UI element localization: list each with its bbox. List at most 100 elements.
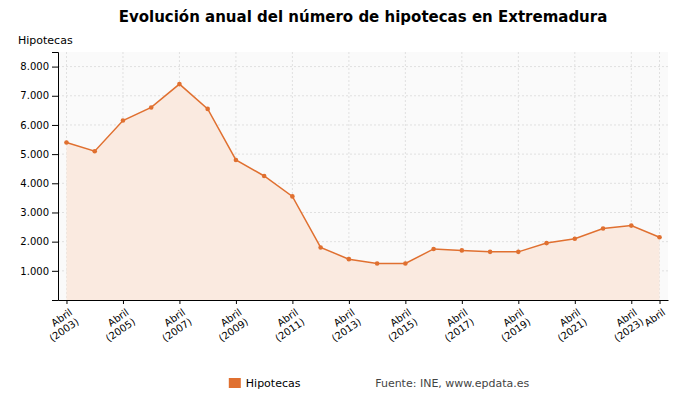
marker xyxy=(318,245,323,250)
x-tick-label: Abril(2013) xyxy=(323,306,363,344)
y-tick-label: 6.000 xyxy=(20,120,49,131)
x-tick: Abril(2003) xyxy=(41,300,81,344)
x-tick-label: Abril(2017) xyxy=(436,306,476,344)
x-tick-mark xyxy=(292,300,293,304)
plot: 1.000 2.000 3.000 4.000 5.000 6.000 7.000 8.000… xyxy=(20,52,668,344)
x-tick-mark xyxy=(660,300,661,304)
x-tick: Abril(2015) xyxy=(380,300,420,344)
y-tick-label: 7.000 xyxy=(20,90,49,101)
x-tick-mark xyxy=(631,300,632,304)
x-tick-mark xyxy=(349,300,350,304)
x-tick-label: Abril(2011) xyxy=(267,306,307,344)
y-tick-mark xyxy=(52,154,58,155)
marker xyxy=(92,149,97,154)
y-tick-mark xyxy=(52,242,58,243)
marker xyxy=(403,261,408,266)
marker xyxy=(262,174,267,179)
y-tick: 6.000 xyxy=(20,120,58,131)
y-tick: 8.000 xyxy=(20,61,58,72)
y-tick: 2.000 xyxy=(20,236,58,247)
marker xyxy=(64,140,69,145)
marker xyxy=(657,235,662,240)
legend: Hipotecas xyxy=(229,377,301,390)
x-tick-mark xyxy=(462,300,463,304)
x-tick-label: Abril(2007) xyxy=(154,306,194,344)
y-tick: 5.000 xyxy=(20,149,58,160)
x-tick: Abril(2019) xyxy=(492,300,532,344)
x-tick-label: Abril(2005) xyxy=(97,306,137,344)
x-tick: Abril(2011) xyxy=(267,300,307,344)
x-tick-mark xyxy=(66,300,67,304)
legend-swatch xyxy=(229,378,241,388)
y-tick-mark xyxy=(52,67,58,68)
title: Evolución anual del número de hipotecas … xyxy=(119,8,608,26)
marker xyxy=(121,118,126,123)
x-tick-label: Abril(2009) xyxy=(210,306,250,344)
marker xyxy=(516,250,521,255)
marks xyxy=(64,82,662,300)
annotation: Fuente: INE, www.epdata.es xyxy=(375,377,529,390)
marker xyxy=(460,248,465,253)
x-tick-mark xyxy=(405,300,406,304)
x-tick-label: Abril(2019) xyxy=(492,306,532,344)
x-tick: Abril(2021) xyxy=(549,300,589,344)
marker xyxy=(573,236,578,241)
area xyxy=(66,84,659,300)
y-tick-label: 4.000 xyxy=(20,178,49,189)
x-tick: Abril(2023) xyxy=(605,300,645,344)
y-tick: 1.000 xyxy=(20,266,58,277)
y-tick-mark xyxy=(52,125,58,126)
y-tick-mark xyxy=(52,183,58,184)
marker xyxy=(488,250,493,255)
y-tick-label: 1.000 xyxy=(20,266,49,277)
x-axis-line xyxy=(59,300,669,301)
x-tick: Abril(2013) xyxy=(323,300,363,344)
x-tick: Abril(2005) xyxy=(97,300,137,344)
y-tick-label: 3.000 xyxy=(20,207,49,218)
marker xyxy=(234,158,239,163)
y-tick: 4.000 xyxy=(20,178,58,189)
plot-background xyxy=(58,52,668,300)
x-tick-mark xyxy=(518,300,519,304)
x-tick: Abril(2007) xyxy=(154,300,194,344)
marker xyxy=(431,247,436,252)
x-axis: Abril(2003) Abril(2005) Abril(2007) Abril(2… xyxy=(41,300,669,344)
y-tick: 7.000 xyxy=(20,90,58,101)
marker xyxy=(375,261,380,266)
x-tick-label: Abril(2023) xyxy=(605,306,645,344)
y-axis: 1.000 2.000 3.000 4.000 5.000 6.000 7.000 8.000 xyxy=(20,53,58,301)
grid xyxy=(58,52,668,300)
marker xyxy=(177,82,182,87)
marker xyxy=(149,105,154,110)
y-tick-label: 5.000 xyxy=(20,149,49,160)
x-tick-label: Abril xyxy=(642,306,667,328)
x-tick-mark xyxy=(236,300,237,304)
x-tick-label: Abril(2003) xyxy=(41,306,81,344)
marker xyxy=(290,194,295,199)
x-tick-label: Abril(2015) xyxy=(380,306,420,344)
x-tick-mark xyxy=(575,300,576,304)
marker xyxy=(544,241,549,246)
x-tick-label: Abril(2021) xyxy=(549,306,589,344)
y-tick-label: 8.000 xyxy=(20,61,49,72)
y-tick-label: 2.000 xyxy=(20,236,49,247)
marker xyxy=(205,107,210,112)
y-tick: 3.000 xyxy=(20,207,58,218)
legend-item: Hipotecas xyxy=(229,377,301,390)
x-tick: Abril(2009) xyxy=(210,300,250,344)
y-tick-mark xyxy=(52,271,58,272)
y-axis-line xyxy=(52,53,59,301)
line xyxy=(66,84,659,263)
x-tick-mark xyxy=(179,300,180,304)
legend-label: Hipotecas xyxy=(246,377,301,390)
y-tick-mark xyxy=(52,96,58,97)
y-axis-label: Hipotecas xyxy=(18,34,73,47)
grid-line-y xyxy=(58,95,668,96)
x-tick-mark xyxy=(123,300,124,304)
marker xyxy=(347,257,352,262)
chart: 1.000 2.000 3.000 4.000 5.000 6.000 7.000 8.000… xyxy=(0,0,690,405)
y-tick-mark xyxy=(52,212,58,213)
x-tick: Abril xyxy=(642,300,667,329)
x-tick: Abril(2017) xyxy=(436,300,476,344)
grid-line-y xyxy=(58,66,668,67)
